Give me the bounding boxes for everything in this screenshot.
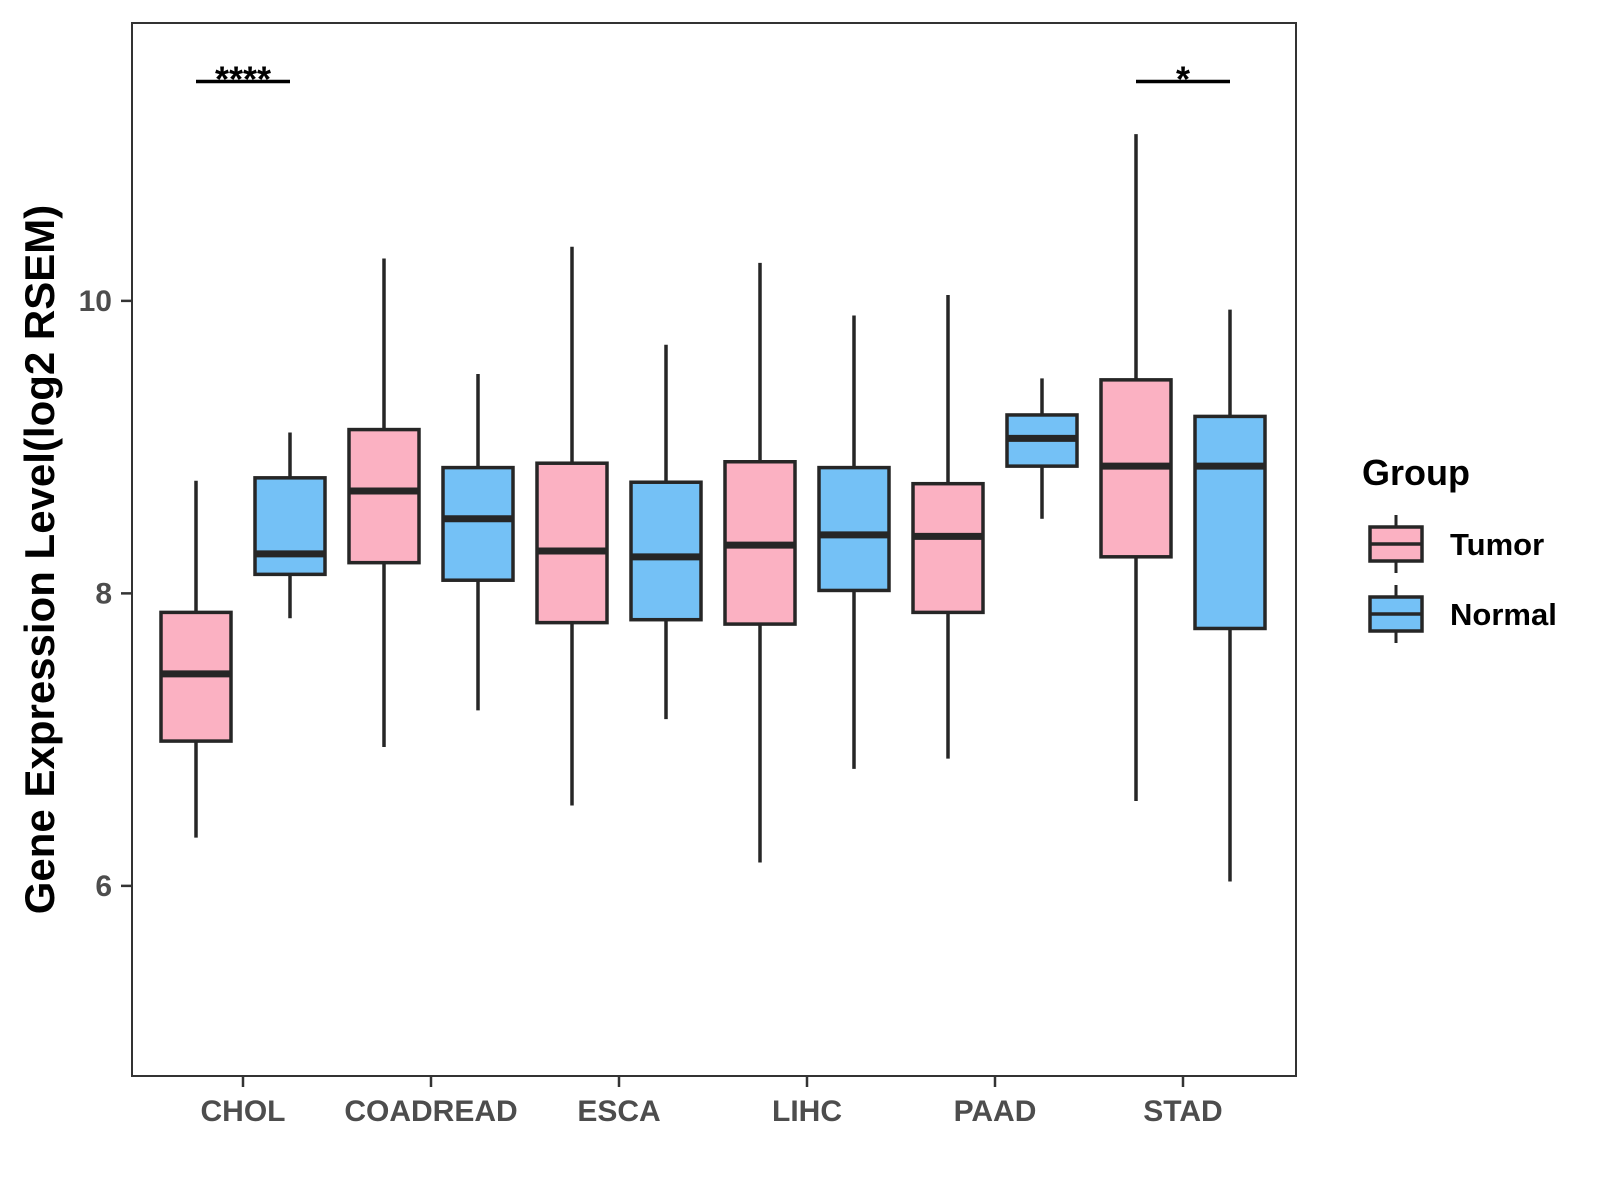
- x-tick-label-paad: PAAD: [954, 1095, 1037, 1128]
- legend-item-tumor: Tumor: [1368, 515, 1544, 573]
- box-paad-tumor: [911, 295, 985, 759]
- box-lihc-normal: [817, 315, 891, 769]
- box-chol-tumor: [159, 480, 233, 838]
- y-tick-label-8: 8: [95, 577, 112, 610]
- box-body-stad-normal: [1193, 414, 1267, 631]
- x-tick-label-stad: STAD: [1143, 1095, 1222, 1128]
- box-lihc-tumor: [723, 262, 797, 863]
- box-body-esca-tumor: [535, 461, 609, 625]
- box-coadread-normal: [441, 374, 515, 711]
- legend-item-normal: Normal: [1368, 585, 1557, 643]
- box-body-esca-normal: [629, 480, 703, 622]
- y-axis-title: Gene Expression Level(log2 RSEM): [16, 205, 63, 915]
- box-esca-tumor: [535, 246, 609, 806]
- plot-marks: [159, 134, 1267, 882]
- x-tick-label-chol: CHOL: [201, 1095, 286, 1128]
- significance-label-stad: *: [1176, 59, 1190, 100]
- x-axis: CHOL COADREAD ESCA LIHC PAAD STAD: [201, 1076, 1223, 1128]
- significance-label-chol: ****: [215, 59, 271, 100]
- y-tick-label-10: 10: [79, 285, 112, 318]
- legend-label-tumor: Tumor: [1450, 527, 1544, 562]
- legend-title: Group: [1362, 452, 1470, 493]
- box-stad-tumor: [1099, 134, 1173, 802]
- box-body-coadread-normal: [441, 465, 515, 582]
- box-body-chol-normal: [253, 476, 327, 577]
- legend: Group Tumor Normal: [1362, 452, 1557, 643]
- x-tick-label-lihc: LIHC: [772, 1095, 842, 1128]
- plot-panel-border: [131, 22, 1297, 1077]
- box-coadread-tumor: [347, 258, 421, 747]
- box-esca-normal: [629, 344, 703, 720]
- y-tick-label-6: 6: [95, 870, 112, 903]
- box-stad-normal: [1193, 309, 1267, 882]
- x-tick-label-coadread: COADREAD: [344, 1095, 517, 1128]
- box-chol-normal: [253, 432, 327, 619]
- y-axis: 6 8 10: [79, 285, 132, 903]
- box-body-lihc-normal: [817, 465, 891, 593]
- box-paad-normal: [1005, 378, 1079, 519]
- box-body-coadread-tumor: [347, 427, 421, 565]
- significance-annotations: **** *: [196, 59, 1230, 100]
- x-tick-label-esca: ESCA: [577, 1095, 660, 1128]
- legend-label-normal: Normal: [1450, 597, 1557, 632]
- box-body-paad-tumor: [911, 481, 985, 615]
